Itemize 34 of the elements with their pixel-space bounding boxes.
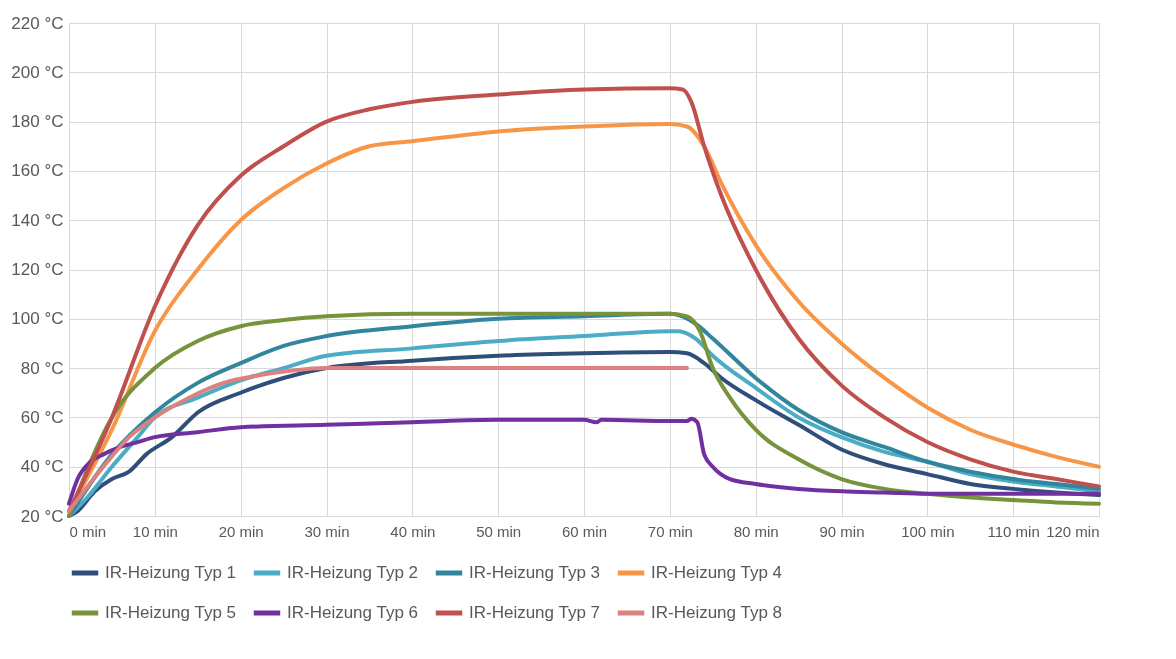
legend-label: IR-Heizung Typ 5 bbox=[105, 603, 237, 622]
y-tick-label: 140 °C bbox=[11, 210, 64, 230]
y-tick-label: 200 °C bbox=[11, 62, 64, 82]
legend-label: IR-Heizung Typ 4 bbox=[651, 563, 783, 582]
x-tick-label: 50 min bbox=[476, 522, 522, 540]
x-tick-label: 90 min bbox=[819, 522, 865, 540]
x-tick-label: 0 min bbox=[69, 522, 107, 540]
line-series bbox=[67, 416, 1101, 506]
legend-label: IR-Heizung Typ 7 bbox=[469, 603, 601, 622]
x-tick-label: 110 min bbox=[987, 522, 1040, 540]
y-tick-label: 40 °C bbox=[20, 457, 64, 477]
x-tick-label: 100 min bbox=[901, 522, 955, 540]
x-tick-label: 70 min bbox=[647, 522, 693, 540]
y-tick-label: 160 °C bbox=[11, 161, 64, 181]
line-series bbox=[67, 366, 689, 514]
legend-label: IR-Heizung Typ 1 bbox=[105, 563, 237, 582]
legend-label: IR-Heizung Typ 2 bbox=[287, 563, 419, 582]
y-tick-label: 120 °C bbox=[11, 260, 64, 279]
x-tick-label: 120 min bbox=[1046, 522, 1100, 540]
y-tick-label: 20 °C bbox=[20, 506, 64, 526]
x-tick-label: 80 min bbox=[733, 522, 779, 540]
legend-label: IR-Heizung Typ 6 bbox=[287, 603, 419, 622]
x-tick-label: 20 min bbox=[218, 522, 264, 540]
legend-label: IR-Heizung Typ 3 bbox=[469, 563, 601, 582]
y-tick-label: 100 °C bbox=[11, 309, 64, 329]
x-tick-label: 40 min bbox=[390, 522, 436, 540]
y-tick-label: 60 °C bbox=[20, 407, 64, 427]
x-tick-label: 30 min bbox=[304, 522, 350, 540]
x-tick-label: 60 min bbox=[561, 522, 608, 540]
x-tick-label: 10 min bbox=[132, 522, 178, 540]
y-tick-label: 220 °C bbox=[11, 13, 64, 33]
y-tick-label: 80 °C bbox=[20, 358, 64, 378]
y-tick-label: 180 °C bbox=[11, 112, 64, 132]
legend-label: IR-Heizung Typ 8 bbox=[651, 603, 783, 622]
